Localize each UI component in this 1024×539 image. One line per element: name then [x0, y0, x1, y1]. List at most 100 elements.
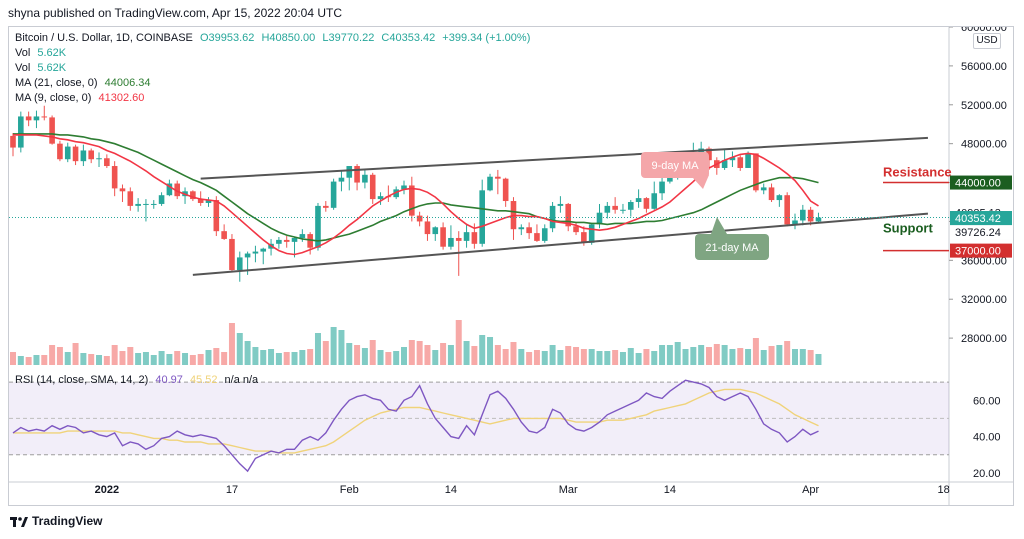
candle-body: [80, 150, 87, 162]
price-tick-label: 32000.00: [961, 294, 1007, 306]
volume-bar: [792, 349, 798, 365]
volume-bar: [635, 353, 642, 365]
volume-bar: [17, 356, 24, 365]
candle-body: [174, 183, 181, 197]
volume-bar: [135, 353, 142, 365]
volume-bar: [228, 323, 235, 365]
volume-bar: [182, 353, 189, 365]
candle-body: [635, 198, 642, 202]
candle-body: [768, 187, 775, 201]
volume-bar: [307, 349, 314, 365]
volume-bar: [518, 349, 525, 365]
volume-bar: [487, 337, 494, 365]
channel-lower-line: [192, 212, 929, 276]
candle-body: [604, 205, 611, 213]
candle-body: [377, 196, 384, 200]
time-tick-label: 14: [664, 484, 676, 496]
candle-body: [432, 227, 439, 235]
volume-bar: [455, 320, 462, 365]
volume-bar: [283, 352, 290, 365]
volume-bar: [752, 338, 759, 365]
tag-support: 37000.00: [950, 243, 1012, 258]
volume-bar: [385, 352, 392, 365]
legend-symbol: Bitcoin / U.S. Dollar, 1D, COINBASE: [15, 32, 193, 44]
volume-bar: [502, 349, 509, 365]
candle-body: [659, 181, 665, 194]
legend-ma9-label: MA (9, close, 0): [15, 92, 92, 104]
ma9-label-box: [641, 152, 709, 178]
candle-body: [471, 232, 478, 244]
legend-vol2: Vol 5.62K: [15, 61, 70, 76]
candle-body: [409, 185, 415, 216]
publisher-line: shyna published on TradingView.com, Apr …: [8, 6, 342, 20]
volume-bar: [314, 333, 321, 365]
volume-bar: [103, 356, 110, 365]
volume-bar: [471, 346, 478, 365]
candle-body: [753, 153, 759, 191]
rsi-tick-label: 20.00: [973, 468, 1001, 480]
candle-body: [41, 116, 48, 118]
volume-bar: [533, 350, 540, 365]
candle-body: [760, 187, 767, 191]
candle-body: [745, 153, 751, 168]
volume-bar: [416, 341, 423, 365]
candle-body: [557, 203, 564, 206]
tag-39726-text: 39726.24: [955, 227, 1001, 239]
volume-bar: [10, 352, 16, 365]
volume-bar: [166, 354, 173, 365]
tag-support-box: [950, 243, 1012, 258]
candle-body: [463, 232, 470, 241]
rsi-line: [12, 379, 819, 473]
candlestick-chart[interactable]: 9-day MA 21-day MA Resistance Support 60000…: [9, 27, 1013, 505]
volume-bar: [643, 349, 650, 365]
candle-body: [166, 183, 173, 196]
candle-body: [236, 257, 243, 271]
candle-body: [205, 200, 212, 203]
candle-body: [315, 205, 321, 248]
volume-bar: [815, 354, 822, 365]
rsi-sma-line: [13, 388, 819, 454]
volume-bar: [807, 350, 814, 365]
candle-body: [104, 158, 110, 167]
volume-bar: [659, 345, 666, 365]
candle-body: [111, 166, 118, 189]
candle-body: [479, 190, 485, 244]
volume-bar: [252, 347, 259, 365]
candle-body: [495, 176, 501, 179]
candle-body: [643, 198, 650, 209]
volume-bar: [432, 350, 439, 365]
candle-body: [299, 234, 306, 238]
candle-body: [667, 177, 673, 182]
volume-bar: [299, 350, 306, 365]
tag-last-price-text: 40353.42: [955, 213, 1001, 225]
candle-body: [526, 227, 532, 234]
tradingview-brand: TradingView: [32, 514, 103, 528]
candle-body: [620, 209, 626, 211]
volume-bar: [346, 343, 353, 365]
time-tick-label: Apr: [802, 484, 819, 496]
volume-bar: [236, 333, 243, 365]
candle-body: [96, 158, 102, 160]
volume-bar: [408, 340, 415, 365]
candle-body: [346, 166, 353, 178]
volume-bar: [197, 354, 204, 365]
currency-badge[interactable]: USD: [973, 33, 1001, 49]
candle-body: [88, 150, 94, 160]
chart-frame: 9-day MA 21-day MA Resistance Support 60000…: [8, 26, 1014, 506]
legend-main: Bitcoin / U.S. Dollar, 1D, COINBASE O399…: [15, 31, 534, 46]
volume-bar: [330, 327, 337, 365]
tag-ma21-text: 44000.00: [955, 178, 1001, 190]
ma9-line: [13, 134, 819, 256]
volume-bar: [80, 353, 87, 365]
volume-bar: [690, 347, 697, 365]
legend-ma9: MA (9, close, 0) 41302.60: [15, 91, 148, 106]
time-tick-label: 14: [445, 484, 457, 496]
volume-bar: [573, 347, 580, 365]
volume-bar: [338, 330, 345, 365]
resistance-label: Resistance: [883, 165, 952, 180]
volume-bar: [260, 350, 267, 365]
price-tick-label: 36000.00: [961, 255, 1007, 267]
legend-rsi-value: 40.97: [155, 374, 183, 386]
candle-body: [72, 146, 79, 162]
candle-body: [792, 220, 798, 225]
